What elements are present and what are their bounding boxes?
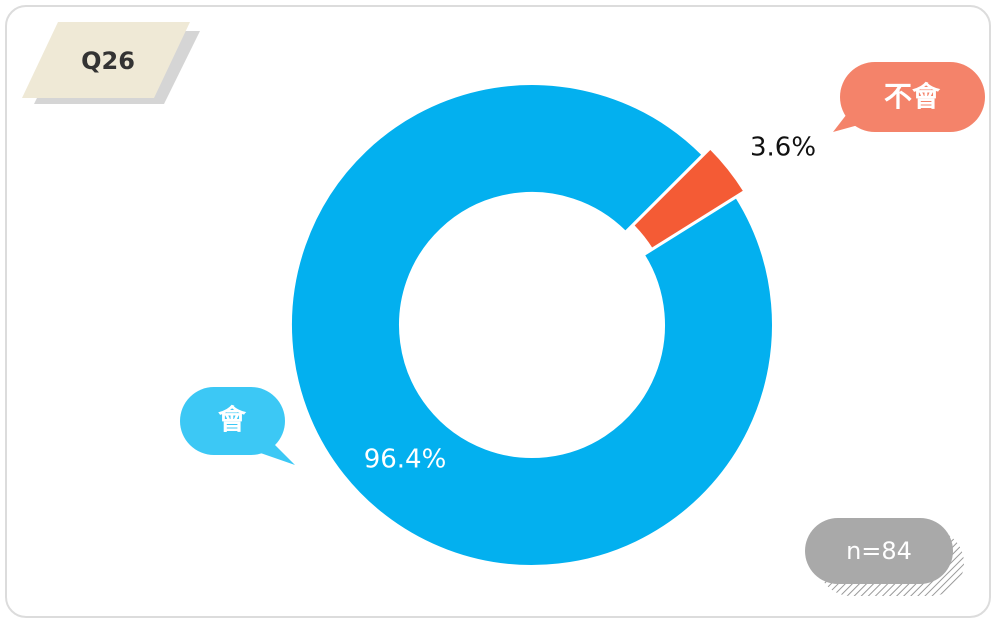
value-label: 96.4% <box>364 445 447 475</box>
bubble <box>840 62 985 132</box>
slice <box>290 83 774 567</box>
category-label: 會 <box>218 403 247 436</box>
note-pill <box>805 518 953 584</box>
slice <box>631 147 746 251</box>
value-label: 3.6% <box>750 133 816 163</box>
category-label: 不會 <box>884 80 941 113</box>
bubble-tail <box>833 110 862 132</box>
card <box>5 5 991 618</box>
bubble <box>180 387 285 455</box>
tag-text: Q26 <box>81 47 135 75</box>
note-text: n=84 <box>846 537 912 565</box>
tag <box>22 22 190 98</box>
